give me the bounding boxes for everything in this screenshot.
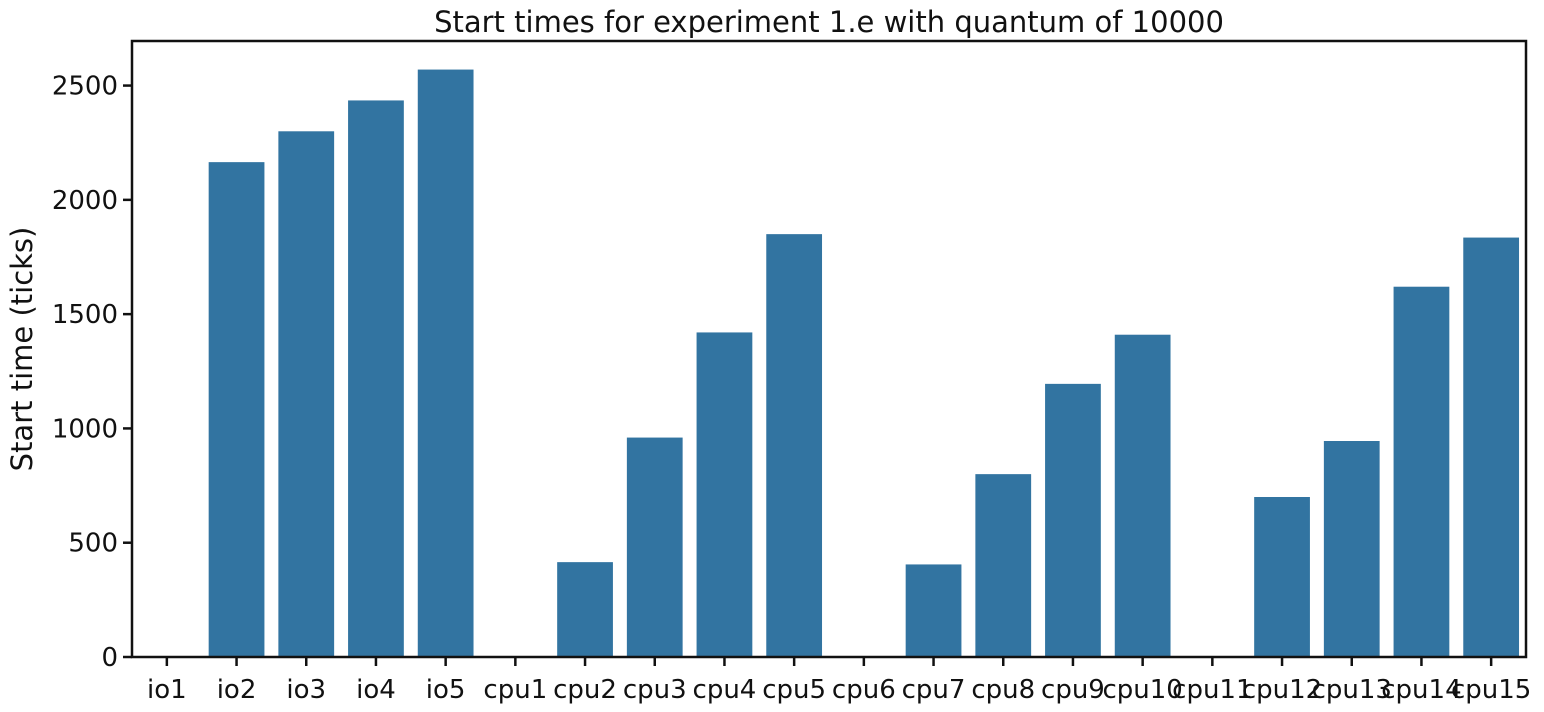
bar-cpu9 xyxy=(1045,383,1101,657)
bar-cpu7 xyxy=(905,564,962,657)
x-tick-label: cpu8 xyxy=(971,675,1035,705)
x-tick-label: cpu6 xyxy=(832,675,896,705)
x-tick-label: io3 xyxy=(286,675,326,705)
bar-cpu13 xyxy=(1323,441,1380,657)
bar-io4 xyxy=(348,100,404,658)
chart-title: Start times for experiment 1.e with quan… xyxy=(434,5,1224,39)
y-axis-label: Start time (ticks) xyxy=(5,227,39,472)
x-tick-label: cpu13 xyxy=(1312,675,1392,705)
x-tick-label: cpu5 xyxy=(762,675,826,705)
x-tick-label: cpu3 xyxy=(623,675,687,705)
y-tick-label: 1500 xyxy=(52,300,118,330)
x-tick-label: cpu12 xyxy=(1242,675,1322,705)
x-tick-label: cpu14 xyxy=(1381,675,1461,705)
bar-cpu3 xyxy=(626,437,683,657)
bar-io3 xyxy=(278,131,335,658)
plot-frame xyxy=(130,39,1528,659)
x-tick-label: cpu4 xyxy=(693,675,757,705)
y-tick-label: 1000 xyxy=(52,414,118,444)
bar-cpu12 xyxy=(1254,497,1310,657)
x-tick-label: cpu2 xyxy=(553,675,617,705)
bar-io2 xyxy=(208,162,265,657)
x-axis-ticks: io1 io2 io3 io4 io5 cpu1 cpu2 cpu3 cpu4 cpu5 cpu6 c… xyxy=(147,657,1531,705)
bar-cpu2 xyxy=(557,562,613,657)
x-tick-label: cpu10 xyxy=(1102,675,1182,705)
bar-cpu4 xyxy=(696,332,753,657)
y-tick-label: 2500 xyxy=(52,72,118,102)
bar-cpu10 xyxy=(1114,334,1171,657)
x-tick-label: io4 xyxy=(356,675,396,705)
x-tick-label: io5 xyxy=(426,675,466,705)
y-tick-label: 2000 xyxy=(52,186,118,216)
bar-io5 xyxy=(417,69,474,657)
y-axis-ticks: 0 500 1000 1500 2000 2500 xyxy=(52,72,132,673)
x-tick-label: cpu7 xyxy=(902,675,966,705)
x-tick-label: cpu11 xyxy=(1172,675,1252,705)
bar-cpu15 xyxy=(1463,237,1520,657)
bar-cpu5 xyxy=(766,234,823,657)
x-tick-label: io1 xyxy=(147,675,187,705)
x-tick-label: cpu9 xyxy=(1041,675,1105,705)
y-tick-label: 0 xyxy=(101,643,118,673)
x-tick-label: io2 xyxy=(217,675,257,705)
x-tick-label: cpu1 xyxy=(483,675,547,705)
bar-cpu14 xyxy=(1393,286,1450,657)
bar-cpu8 xyxy=(975,474,1032,657)
bars-group xyxy=(208,69,1520,658)
y-tick-label: 500 xyxy=(68,529,118,559)
x-tick-label: cpu15 xyxy=(1451,675,1531,705)
